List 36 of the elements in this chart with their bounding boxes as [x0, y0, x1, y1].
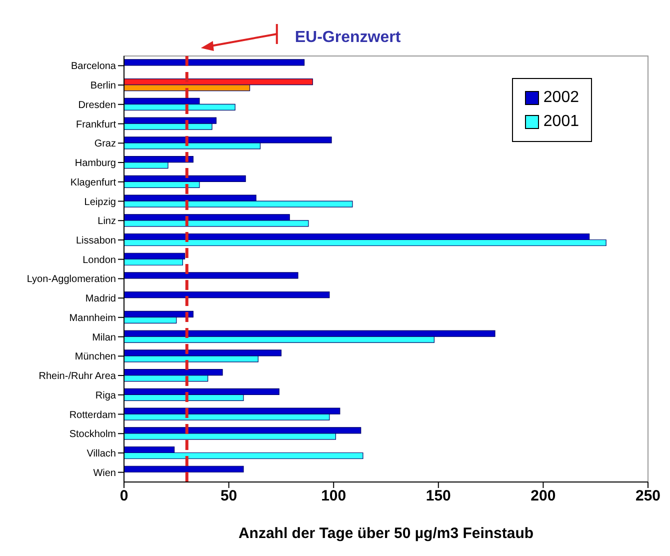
y-tick-label: Riga [95, 390, 116, 402]
y-tick-label: Villach [86, 448, 116, 460]
legend-label: EU-Grenzwert [294, 29, 402, 46]
x-tick-label: 150 [426, 488, 451, 505]
y-tick-label: Frankfurt [76, 119, 116, 130]
y-tick-label: Lyon-Agglomeration [26, 274, 116, 286]
y-tick-label: Berlin [90, 80, 116, 92]
legend-label: 2001 [543, 113, 579, 131]
x-tick-label: 250 [635, 488, 661, 505]
x-tick-label: 50 [220, 488, 238, 505]
y-tick-label: Milan [92, 332, 116, 344]
y-tick-label: Stockholm [69, 429, 116, 440]
y-tick-label: London [82, 254, 116, 266]
y-tick-label: Madrid [85, 294, 116, 305]
y-tick-label: München [74, 352, 116, 363]
bar [124, 59, 305, 66]
y-tick-label: Linz [98, 216, 116, 228]
y-tick-label: Wien [93, 468, 116, 479]
y-tick-label: Mannheim [69, 312, 116, 324]
y-tick-label: Leipzig [84, 196, 116, 208]
x-tick-label: 100 [321, 488, 346, 505]
x-axis-title: Anzahl der Tage über 50 µg/m3 Feinstaub [238, 525, 534, 542]
y-tick-label: Rhein-/Ruhr Area [38, 371, 116, 382]
y-tick-label: Dresden [78, 100, 116, 111]
y-tick-label: Barcelona [70, 61, 116, 72]
x-tick-label: 0 [120, 488, 128, 505]
bar [124, 466, 244, 472]
bar [124, 272, 298, 279]
y-tick-label: Klagenfurt [70, 177, 116, 188]
y-tick-label: Lissabon [76, 236, 116, 247]
y-tick-label: Hamburg [74, 158, 116, 170]
bar [124, 292, 330, 298]
legend-label: 2002 [543, 89, 579, 107]
x-tick-label: 200 [530, 488, 556, 505]
y-tick-label: Graz [94, 138, 116, 150]
y-tick-label: Rotterdam [69, 410, 116, 421]
